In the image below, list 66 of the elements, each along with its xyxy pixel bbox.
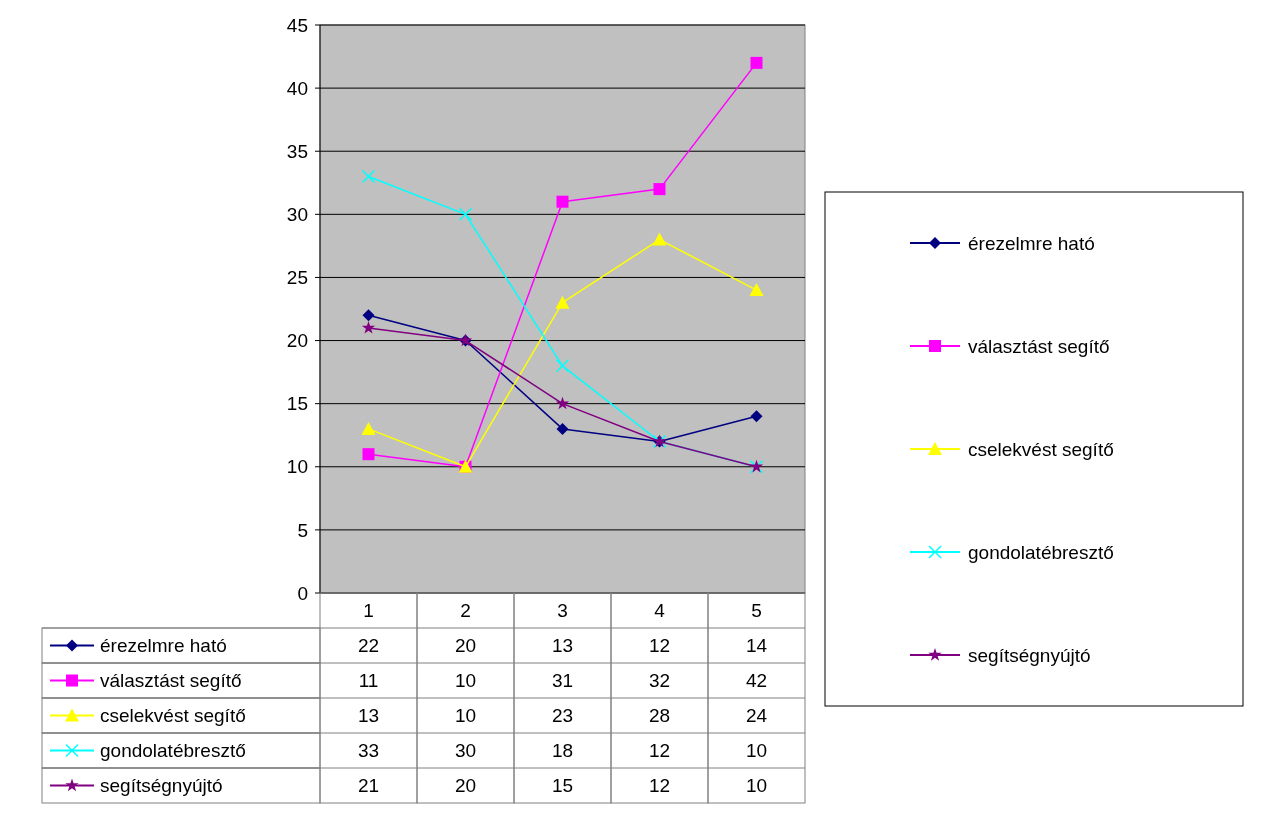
point — [750, 410, 763, 423]
data-label: 13 — [551, 635, 574, 657]
point — [653, 183, 666, 196]
y-tick-label: 30 — [286, 203, 308, 225]
point — [458, 207, 473, 222]
y-tick-label: 15 — [286, 393, 308, 415]
y-tick-label: 40 — [286, 77, 308, 99]
data-label: 10 — [745, 740, 768, 762]
text: érezelmre ható — [100, 635, 227, 657]
data-label: 10 — [454, 670, 477, 692]
point — [556, 422, 569, 435]
x-tick-label: 1 — [363, 600, 374, 622]
legend-label: gondolatébresztő — [968, 541, 1114, 563]
data-label: 20 — [454, 635, 477, 657]
point — [652, 232, 667, 246]
y-tick-label: 10 — [286, 456, 308, 478]
legend-label: cselekvést segítő — [968, 438, 1114, 460]
point — [362, 309, 375, 322]
data-label: 11 — [358, 670, 379, 692]
data-label: 13 — [357, 705, 380, 727]
y-tick-label: 35 — [286, 140, 308, 162]
data-label: 32 — [648, 670, 671, 692]
legend-label: segítségnyújtó — [968, 644, 1091, 666]
point — [750, 56, 763, 69]
point — [361, 169, 376, 184]
text: cselekvést segítő — [100, 705, 246, 727]
point — [749, 283, 764, 297]
text: gondolatébresztő — [100, 740, 246, 762]
point — [556, 195, 569, 208]
data-label: 14 — [745, 635, 768, 657]
data-label: 15 — [551, 775, 574, 797]
legend-label: érezelmre ható — [968, 232, 1095, 254]
legend-label: választást segítő — [968, 335, 1110, 357]
data-label: 12 — [648, 740, 671, 762]
y-tick-label: 45 — [286, 14, 308, 36]
x-tick-label: 2 — [460, 600, 471, 622]
y-tick-label: 25 — [286, 267, 308, 289]
data-label: 21 — [357, 775, 380, 797]
x-tick-label: 3 — [557, 600, 568, 622]
point — [555, 295, 570, 309]
x-tick-label: 5 — [751, 600, 762, 622]
y-tick-label: 20 — [286, 330, 308, 352]
point — [361, 320, 376, 334]
data-label: 23 — [551, 705, 574, 727]
x-tick-label: 4 — [654, 600, 666, 622]
data-label: 20 — [454, 775, 477, 797]
data-label: 18 — [551, 740, 574, 762]
data-label: 42 — [745, 670, 768, 692]
point — [555, 359, 570, 373]
point — [362, 448, 375, 461]
data-label: 31 — [551, 670, 574, 692]
data-label: 10 — [745, 775, 768, 797]
data-label: 33 — [357, 740, 380, 762]
text: segítségnyújtó — [100, 775, 223, 797]
data-label: 22 — [357, 635, 380, 657]
y-tick-label: 5 — [297, 519, 308, 541]
data-label: 30 — [454, 740, 477, 762]
text: választást segítő — [100, 670, 242, 692]
point — [555, 396, 570, 410]
data-label: 24 — [745, 705, 768, 727]
data-label: 12 — [648, 635, 671, 657]
y-tick-label: 0 — [297, 582, 308, 604]
data-label: 12 — [648, 775, 671, 797]
point — [361, 421, 376, 435]
data-label: 28 — [648, 705, 671, 727]
data-label: 10 — [454, 705, 477, 727]
